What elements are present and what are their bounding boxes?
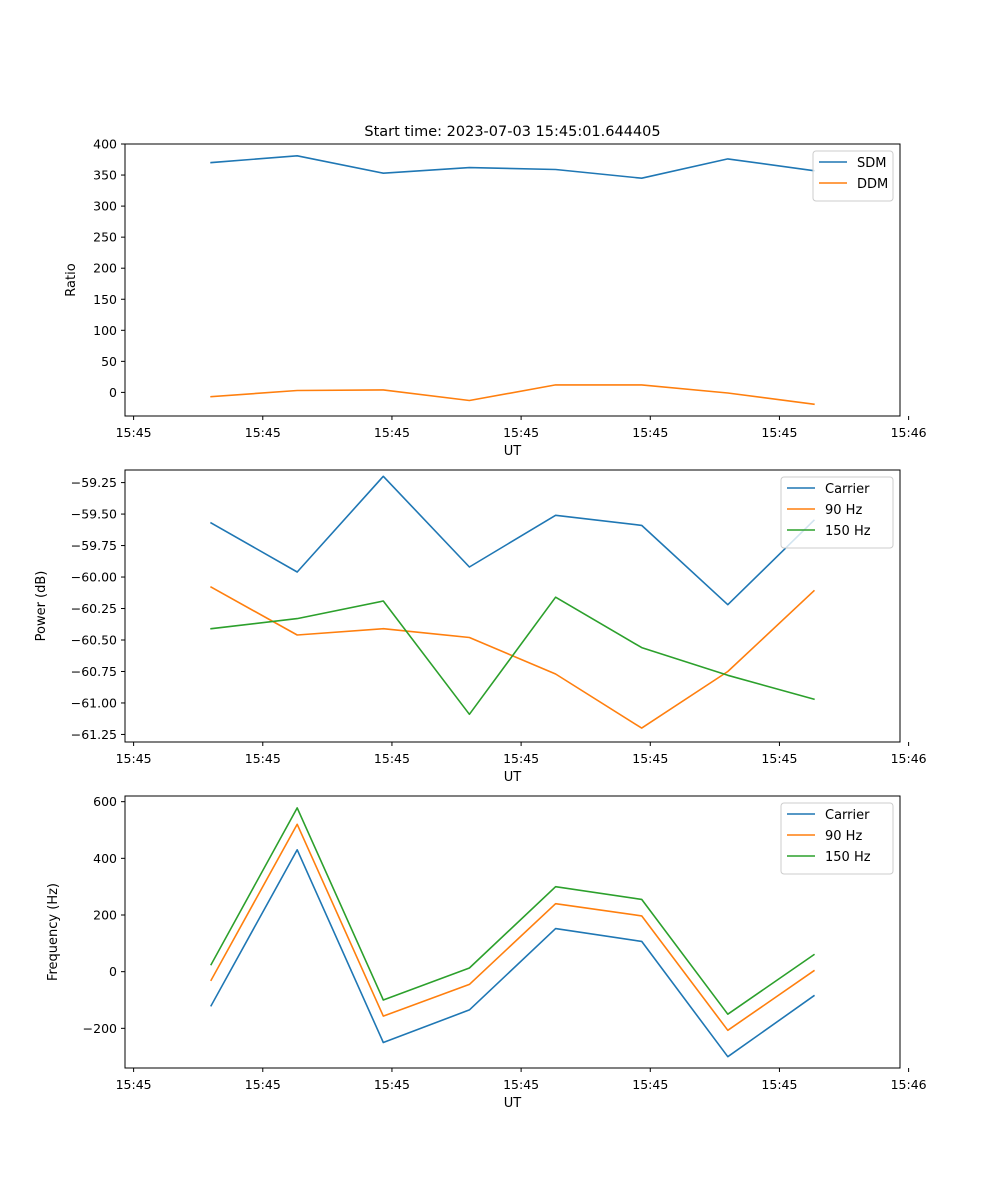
- x-tick-label: 15:45: [503, 1077, 539, 1092]
- series-lines: [210, 155, 815, 406]
- y-tick-label: −59.50: [71, 507, 117, 522]
- x-tick-label: 15:45: [761, 425, 797, 440]
- x-tick-label: 15:45: [503, 425, 539, 440]
- y-tick-label: 100: [93, 323, 117, 338]
- y-axis-label: Frequency (Hz): [46, 883, 61, 981]
- legend-label: 90 Hz: [825, 503, 862, 518]
- x-tick-label: 15:45: [632, 1077, 668, 1092]
- y-tick-label: 200: [93, 261, 117, 276]
- y-tick-label: 250: [93, 230, 117, 245]
- y-tick-label: −59.75: [71, 538, 117, 553]
- series-line-carrier: [210, 475, 816, 606]
- y-tick-label: 0: [109, 964, 117, 979]
- chart-title: Start time: 2023-07-03 15:45:01.644405: [364, 124, 660, 140]
- y-tick-label: 150: [93, 292, 117, 307]
- y-tick-label: −60.50: [71, 633, 117, 648]
- x-axis-label: UT: [504, 770, 522, 785]
- y-tick-label: −59.25: [71, 475, 117, 490]
- legend-label: 90 Hz: [825, 829, 862, 844]
- x-tick-label: 15:45: [374, 751, 410, 766]
- x-tick-label: 15:45: [761, 1077, 797, 1092]
- series-line-sdm: [210, 155, 815, 179]
- charts-container: Start time: 2023-07-03 15:45:01.644405 15…: [34, 124, 927, 1111]
- y-tick-label: −200: [83, 1021, 117, 1036]
- axes-frame: [124, 143, 901, 417]
- series-line-carrier: [210, 848, 816, 1058]
- x-tick-label: 15:46: [891, 751, 927, 766]
- legend-label: DDM: [857, 177, 888, 192]
- series-line-90-hz: [210, 823, 816, 1032]
- y-tick-label: 0: [109, 385, 117, 400]
- legend: SDM DDM: [812, 150, 894, 202]
- y-tick-label: 400: [93, 851, 117, 866]
- legend-label: SDM: [857, 156, 886, 171]
- series-lines: [210, 807, 816, 1058]
- x-tick-label: 15:45: [374, 1077, 410, 1092]
- legend: Carrier 90 Hz 150 Hz: [780, 802, 894, 875]
- x-tick-label: 15:45: [245, 1077, 281, 1092]
- y-tick-label: 300: [93, 199, 117, 214]
- x-tick-label: 15:45: [116, 425, 152, 440]
- series-line-150-hz: [210, 807, 816, 1016]
- legend: Carrier 90 Hz 150 Hz: [780, 476, 894, 549]
- legend-label: 150 Hz: [825, 524, 871, 539]
- x-tick-label: 15:45: [374, 425, 410, 440]
- chart-3: 15:45 15:45 15:45 15:45 15:45 15:45 15:46 600 40…: [46, 794, 927, 1111]
- x-axis-label: UT: [504, 1096, 522, 1111]
- y-tick-label: 200: [93, 908, 117, 923]
- x-tick-label: 15:45: [245, 751, 281, 766]
- axes-frame: [124, 795, 901, 1069]
- x-tick-label: 15:45: [503, 751, 539, 766]
- chart-1: Start time: 2023-07-03 15:45:01.644405 15…: [64, 124, 927, 459]
- x-tick-label: 15:45: [116, 1077, 152, 1092]
- legend-label: Carrier: [825, 808, 870, 823]
- legend-box: [812, 150, 894, 202]
- y-axis-label: Ratio: [64, 263, 79, 296]
- x-tick-label: 15:46: [891, 1077, 927, 1092]
- x-tick-label: 15:46: [891, 425, 927, 440]
- y-tick-label: 50: [101, 354, 117, 369]
- y-tick-label: 400: [93, 137, 117, 152]
- y-tick-label: −61.25: [71, 727, 117, 742]
- legend-label: 150 Hz: [825, 850, 871, 865]
- y-tick-label: −60.75: [71, 664, 117, 679]
- y-tick-label: −60.00: [71, 570, 117, 585]
- axes-frame: [124, 469, 901, 743]
- legend-label: Carrier: [825, 482, 870, 497]
- y-tick-label: −60.25: [71, 601, 117, 616]
- series-line-150-hz: [210, 596, 815, 716]
- x-tick-label: 15:45: [632, 425, 668, 440]
- x-tick-label: 15:45: [761, 751, 797, 766]
- y-tick-label: −61.00: [71, 695, 117, 710]
- series-line-ddm: [210, 384, 815, 406]
- y-axis-label: Power (dB): [34, 571, 49, 642]
- series-lines: [210, 475, 816, 729]
- x-tick-label: 15:45: [632, 751, 668, 766]
- y-tick-label: 600: [93, 794, 117, 809]
- x-axis-label: UT: [504, 444, 522, 459]
- x-tick-label: 15:45: [245, 425, 281, 440]
- y-tick-label: 350: [93, 168, 117, 183]
- x-tick-label: 15:45: [116, 751, 152, 766]
- chart-2: 15:45 15:45 15:45 15:45 15:45 15:45 15:46 −59.2…: [34, 469, 927, 785]
